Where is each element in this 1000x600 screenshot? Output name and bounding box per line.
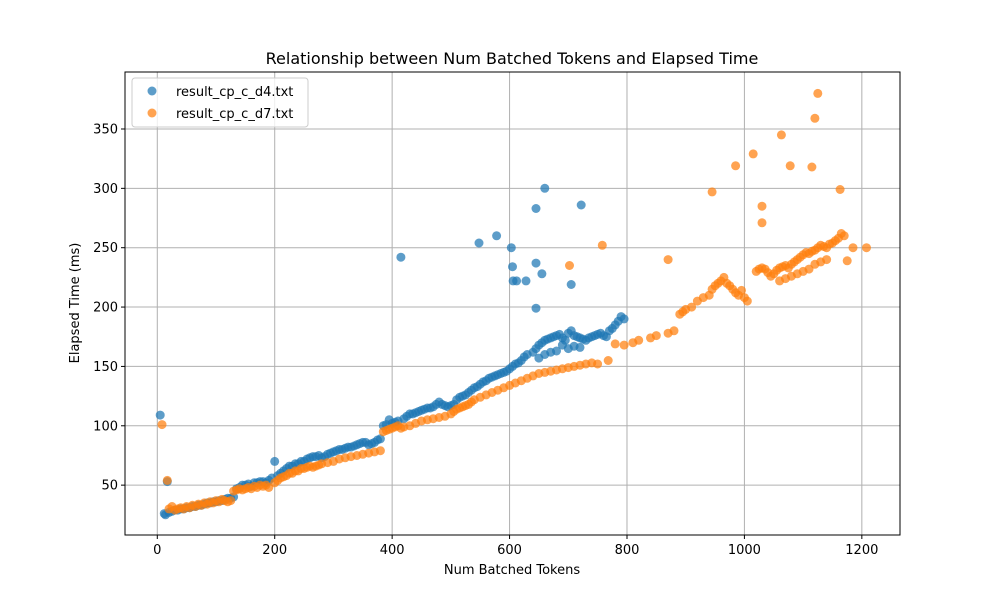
legend: result_cp_c_d4.txt result_cp_c_d7.txt (131, 77, 309, 128)
data-point (610, 339, 620, 349)
data-point (531, 204, 541, 213)
data-point (848, 243, 858, 253)
data-point (375, 446, 385, 456)
legend-box (131, 77, 309, 128)
data-point (742, 296, 752, 306)
y-tick-label: 300 (93, 182, 118, 197)
data-point (619, 314, 629, 324)
data-point (557, 340, 567, 350)
data-point (157, 420, 167, 430)
data-point (531, 258, 541, 268)
legend-marker-d4 (147, 86, 157, 96)
x-tick-label: 1000 (728, 543, 761, 558)
data-point (521, 276, 531, 286)
data-point (534, 353, 544, 363)
data-point (593, 359, 603, 369)
data-point (566, 280, 576, 289)
x-axis-label: Num Batched Tokens (444, 563, 580, 578)
data-point (540, 183, 550, 193)
plot-frame (124, 71, 901, 536)
y-axis-ticks: 50 100 150 200 250 300 350 (93, 122, 125, 494)
x-tick-label: 200 (262, 543, 287, 558)
data-point (155, 410, 165, 420)
data-point (669, 326, 679, 336)
x-tick-label: 400 (380, 543, 405, 558)
data-point (226, 496, 236, 506)
data-point (492, 231, 502, 241)
data-point (619, 340, 629, 350)
x-tick-label: 1200 (845, 543, 878, 558)
x-axis-ticks: 0 200 400 600 800 1000 1200 (153, 535, 878, 558)
data-point (810, 113, 820, 123)
data-point (663, 255, 673, 265)
data-point (162, 475, 172, 485)
data-point (757, 201, 767, 211)
data-point (651, 331, 661, 341)
data-point (785, 161, 795, 171)
data-point (839, 231, 849, 241)
data-point (737, 285, 746, 295)
chart-title: Relationship between Num Batched Tokens … (266, 49, 759, 68)
data-point (757, 218, 767, 228)
grid (125, 72, 900, 535)
data-point (270, 456, 280, 466)
legend-marker-d7 (147, 108, 157, 118)
data-point (776, 130, 786, 140)
y-tick-label: 250 (93, 241, 118, 256)
data-point (597, 240, 607, 250)
data-point (748, 149, 758, 159)
series-1 (157, 88, 871, 515)
y-tick-label: 100 (93, 419, 118, 434)
data-point (375, 434, 385, 444)
legend-label-d7: result_cp_c_d7.txt (176, 107, 293, 122)
data-points (155, 88, 871, 520)
data-point (576, 200, 586, 210)
data-point (822, 255, 832, 265)
data-point (396, 252, 406, 262)
data-point (603, 356, 613, 365)
data-point (707, 187, 717, 197)
y-axis-label: Elapsed Time (ms) (68, 243, 83, 364)
data-point (842, 256, 852, 266)
y-tick-label: 50 (101, 479, 118, 494)
data-point (474, 238, 484, 248)
y-tick-label: 200 (93, 301, 118, 316)
data-point (575, 342, 585, 352)
data-point (813, 88, 823, 98)
y-tick-label: 350 (93, 122, 118, 137)
data-point (537, 269, 547, 279)
x-tick-label: 600 (497, 543, 522, 558)
y-tick-label: 150 (93, 360, 118, 375)
data-point (862, 243, 871, 253)
legend-label-d4: result_cp_c_d4.txt (176, 85, 293, 100)
data-point (508, 262, 517, 272)
data-point (512, 276, 522, 286)
data-point (565, 261, 574, 270)
data-point (531, 303, 541, 313)
data-point (687, 302, 697, 312)
data-point (835, 185, 845, 194)
x-tick-label: 0 (153, 543, 161, 558)
data-point (807, 162, 817, 172)
data-point (634, 335, 644, 345)
data-point (552, 346, 561, 356)
x-tick-label: 800 (615, 543, 640, 558)
data-point (731, 161, 741, 171)
data-point (506, 243, 516, 253)
